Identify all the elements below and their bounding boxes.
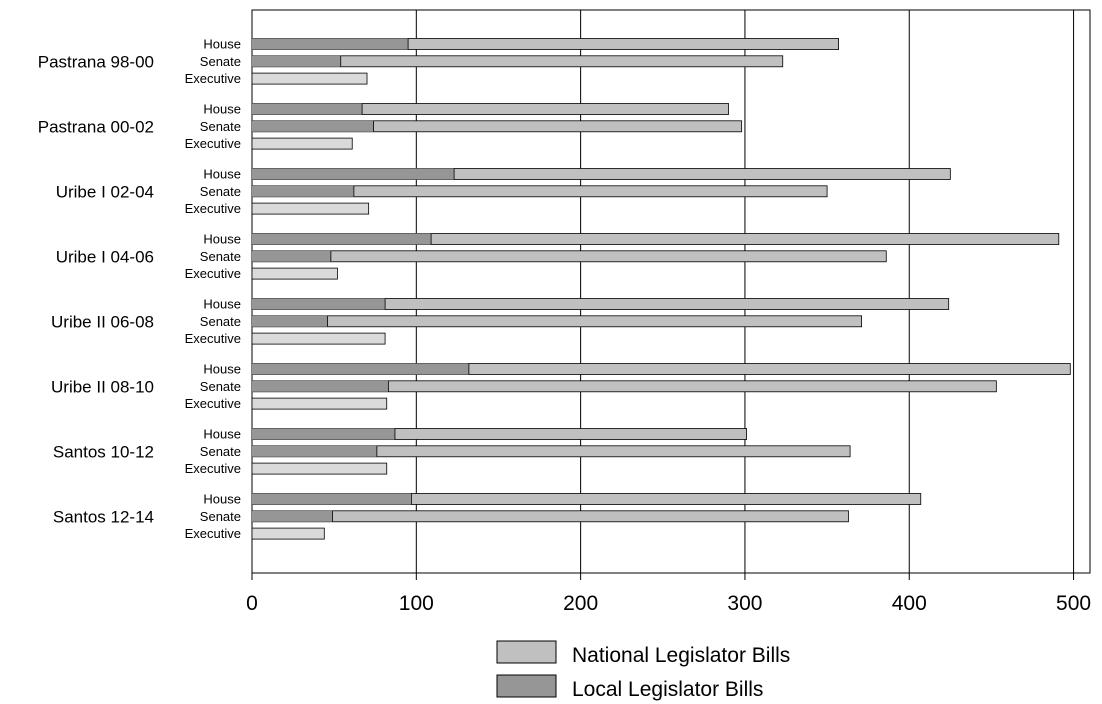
- bar-national: [251, 315, 863, 328]
- bar-local: [252, 510, 333, 522]
- chamber-label: House: [203, 427, 241, 442]
- chamber-label: House: [203, 167, 241, 182]
- chamber-label: Executive: [185, 266, 241, 281]
- x-tick-label: 100: [399, 592, 434, 615]
- bar-local: [252, 298, 386, 310]
- bar-local: [252, 493, 412, 505]
- bar-executive: [251, 267, 338, 280]
- chamber-label: Executive: [185, 526, 241, 541]
- bar-national: [251, 250, 887, 263]
- chamber-label: Executive: [185, 71, 241, 86]
- bar-local: [252, 250, 331, 262]
- chamber-label: House: [203, 297, 241, 312]
- chamber-label: Senate: [200, 509, 241, 524]
- period-label: Pastrana 00-02: [38, 117, 154, 136]
- chamber-label: Senate: [200, 314, 241, 329]
- legend-swatch-local: [496, 674, 557, 698]
- x-axis: 0 100 200 300 400 500: [246, 573, 1091, 615]
- bar-local: [252, 120, 374, 132]
- x-tick-label: 300: [727, 592, 762, 615]
- bars: [251, 38, 1071, 540]
- bar-executive: [251, 332, 386, 345]
- period-label: Santos 10-12: [53, 442, 154, 461]
- period-label: Uribe II 08-10: [51, 377, 154, 396]
- bar-executive: [251, 72, 368, 85]
- bar-local: [252, 168, 455, 180]
- x-tick-label: 200: [563, 592, 598, 615]
- x-tick-label: 400: [892, 592, 927, 615]
- bar-executive: [251, 137, 353, 150]
- period-label: Uribe II 06-08: [51, 312, 154, 331]
- bar-local: [252, 38, 409, 50]
- period-label: Uribe I 04-06: [56, 247, 154, 266]
- chamber-label: Senate: [200, 184, 241, 199]
- chamber-label: Senate: [200, 444, 241, 459]
- legend-swatch-national: [496, 640, 557, 664]
- chamber-label: Executive: [185, 136, 241, 151]
- chamber-label: House: [203, 362, 241, 377]
- plot-frame: [251, 9, 1091, 574]
- category-labels: Pastrana 98-00 House Senate Executive Pastra…: [38, 37, 241, 542]
- bar-local: [252, 233, 432, 245]
- chamber-label: House: [203, 232, 241, 247]
- chamber-label: Executive: [185, 331, 241, 346]
- x-tick-label: 0: [246, 592, 258, 615]
- chamber-label: Executive: [185, 461, 241, 476]
- legend-label-national: National Legislator Bills: [572, 644, 790, 667]
- chamber-label: Senate: [200, 249, 241, 264]
- bar-executive: [251, 202, 370, 215]
- bar-national: [251, 510, 849, 523]
- chamber-label: House: [203, 37, 241, 52]
- chamber-label: Senate: [200, 119, 241, 134]
- chamber-label: Executive: [185, 201, 241, 216]
- bar-executive: [251, 462, 388, 475]
- bar-local: [252, 185, 354, 197]
- legend-label-local: Local Legislator Bills: [572, 678, 763, 701]
- chamber-label: Senate: [200, 379, 241, 394]
- period-label: Santos 12-14: [53, 507, 154, 526]
- chamber-label: House: [203, 492, 241, 507]
- bar-local: [252, 428, 395, 440]
- chamber-label: House: [203, 102, 241, 117]
- bar-local: [252, 445, 377, 457]
- bar-local: [252, 380, 389, 392]
- chamber-label: Executive: [185, 396, 241, 411]
- bar-executive: [251, 397, 388, 410]
- bar-local: [252, 315, 328, 327]
- period-label: Pastrana 98-00: [38, 52, 154, 71]
- legend: National Legislator Bills Local Legislat…: [496, 640, 790, 701]
- bar-local: [252, 103, 363, 115]
- chamber-label: Senate: [200, 54, 241, 69]
- x-tick-label: 500: [1056, 592, 1091, 615]
- bar-local: [252, 55, 341, 67]
- period-label: Uribe I 02-04: [56, 182, 154, 201]
- gridlines: [251, 9, 1091, 574]
- bar-local: [252, 363, 469, 375]
- bar-executive: [251, 527, 325, 540]
